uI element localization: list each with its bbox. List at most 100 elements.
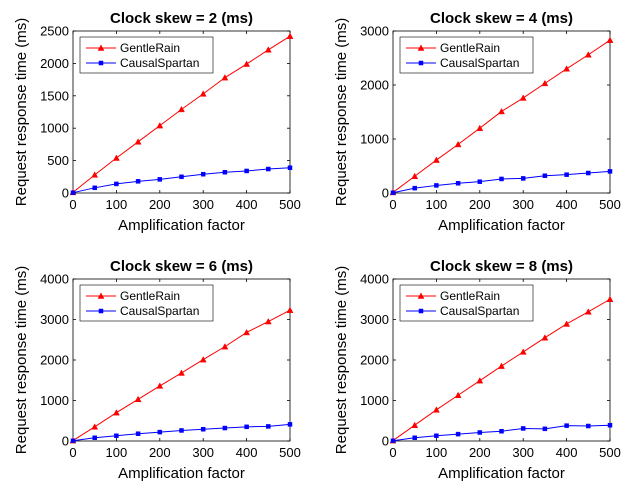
x-tick-label: 500: [279, 445, 301, 460]
x-tick-label: 400: [236, 197, 258, 212]
data-point-CausalSpartan: [287, 165, 293, 170]
data-point-GentleRain: [606, 295, 614, 302]
x-tick-label: 100: [106, 197, 128, 212]
legend-marker-icon: [417, 44, 425, 51]
data-point-CausalSpartan: [92, 185, 97, 191]
legend-box: [399, 36, 534, 74]
data-point-GentleRain: [91, 171, 99, 178]
chart-panel-4: 0 100 200 300 400 500 0 1000 2000 3000 4000 Clock s…: [333, 258, 621, 482]
data-point-GentleRain: [498, 362, 505, 369]
data-point-CausalSpartan: [390, 190, 396, 195]
chart-title: Clock skew = 2 (ms): [110, 10, 253, 27]
y-tick-label: 4000: [360, 272, 389, 287]
data-point-GentleRain: [584, 51, 592, 58]
legend-entry: GentleRain: [120, 41, 180, 55]
x-tick-label: 400: [556, 197, 578, 212]
data-point-CausalSpartan: [564, 423, 569, 428]
y-axis-label: Request response time (ms): [13, 266, 30, 454]
data-point-GentleRain: [454, 140, 462, 148]
x-tick-label: 100: [426, 445, 448, 460]
x-tick-label: 100: [426, 197, 448, 212]
data-point-GentleRain: [476, 377, 484, 384]
data-point-GentleRain: [178, 369, 185, 376]
x-tick-label: 0: [69, 197, 76, 212]
data-point-CausalSpartan: [607, 169, 613, 174]
y-axis-label: Request response time (ms): [333, 18, 350, 206]
data-point-CausalSpartan: [520, 176, 526, 181]
data-point-GentleRain: [519, 348, 527, 355]
x-tick-label: 200: [149, 197, 171, 212]
y-tick-label: 0: [382, 186, 389, 201]
data-point-CausalSpartan: [222, 425, 228, 431]
data-point-CausalSpartan: [542, 426, 548, 432]
data-point-CausalSpartan: [477, 179, 483, 184]
y-tick-label: 3000: [360, 312, 389, 327]
data-point-GentleRain: [264, 46, 272, 53]
data-point-GentleRain: [411, 172, 419, 180]
legend-marker-icon: [417, 292, 425, 299]
chart-title: Clock skew = 6 (ms): [110, 258, 253, 275]
x-tick-label: 300: [512, 445, 534, 460]
data-point-CausalSpartan: [390, 438, 396, 444]
data-point-GentleRain: [199, 90, 207, 97]
legend-entry: GentleRain: [440, 289, 500, 303]
data-point-CausalSpartan: [135, 431, 141, 436]
data-point-CausalSpartan: [434, 183, 439, 188]
data-point-CausalSpartan: [412, 435, 417, 441]
data-point-GentleRain: [541, 334, 549, 341]
y-tick-label: 2000: [40, 353, 69, 368]
data-point-GentleRain: [563, 65, 571, 72]
data-point-CausalSpartan: [412, 185, 417, 191]
x-axis-label: Amplification factor: [118, 465, 245, 482]
y-tick-label: 1000: [360, 393, 389, 408]
y-tick-label: 1500: [40, 88, 69, 103]
data-point-GentleRain: [286, 306, 294, 313]
data-point-GentleRain: [498, 107, 505, 115]
legend-box: [79, 284, 214, 322]
y-axis-label: Request response time (ms): [333, 266, 350, 454]
y-tick-label: 4000: [40, 272, 69, 287]
legend-marker-icon: [98, 308, 104, 314]
data-point-CausalSpartan: [114, 433, 119, 438]
data-point-GentleRain: [286, 32, 294, 39]
y-tick-label: 2500: [40, 24, 69, 39]
data-point-CausalSpartan: [157, 429, 163, 435]
y-tick-label: 2000: [40, 56, 69, 71]
data-point-CausalSpartan: [70, 438, 76, 444]
data-point-CausalSpartan: [520, 426, 526, 431]
legend-entry: CausalSpartan: [120, 304, 199, 318]
x-axis-label: Amplification factor: [438, 217, 565, 234]
data-point-CausalSpartan: [564, 172, 569, 177]
data-point-CausalSpartan: [135, 179, 141, 184]
data-point-GentleRain: [541, 79, 549, 87]
legend-marker-icon: [98, 60, 104, 66]
x-axis-label: Amplification factor: [438, 465, 565, 482]
data-point-CausalSpartan: [586, 170, 591, 176]
y-tick-label: 3000: [40, 312, 69, 327]
x-tick-label: 0: [389, 197, 396, 212]
chart-title: Clock skew = 4 (ms): [430, 10, 573, 27]
legend-entry: GentleRain: [440, 41, 500, 55]
legend-entry: CausalSpartan: [440, 56, 519, 70]
y-tick-label: 1000: [40, 121, 69, 136]
legend-entry: CausalSpartan: [440, 304, 519, 318]
chart-panel-1: 0 100 200 300 400 500 0 500 1000 1500 2000 2500 Cloc…: [13, 10, 301, 234]
y-axis-label: Request response time (ms): [13, 18, 30, 206]
data-point-GentleRain: [243, 60, 251, 67]
x-tick-label: 300: [192, 197, 214, 212]
data-point-GentleRain: [476, 124, 484, 131]
y-tick-label: 0: [62, 434, 69, 449]
data-point-CausalSpartan: [266, 424, 271, 429]
data-point-GentleRain: [156, 382, 164, 389]
data-point-CausalSpartan: [179, 428, 184, 433]
data-point-GentleRain: [178, 105, 185, 113]
data-point-GentleRain: [112, 154, 120, 161]
data-point-CausalSpartan: [114, 181, 119, 187]
data-point-GentleRain: [243, 328, 251, 336]
x-tick-label: 100: [106, 445, 128, 460]
x-tick-label: 400: [236, 445, 258, 460]
